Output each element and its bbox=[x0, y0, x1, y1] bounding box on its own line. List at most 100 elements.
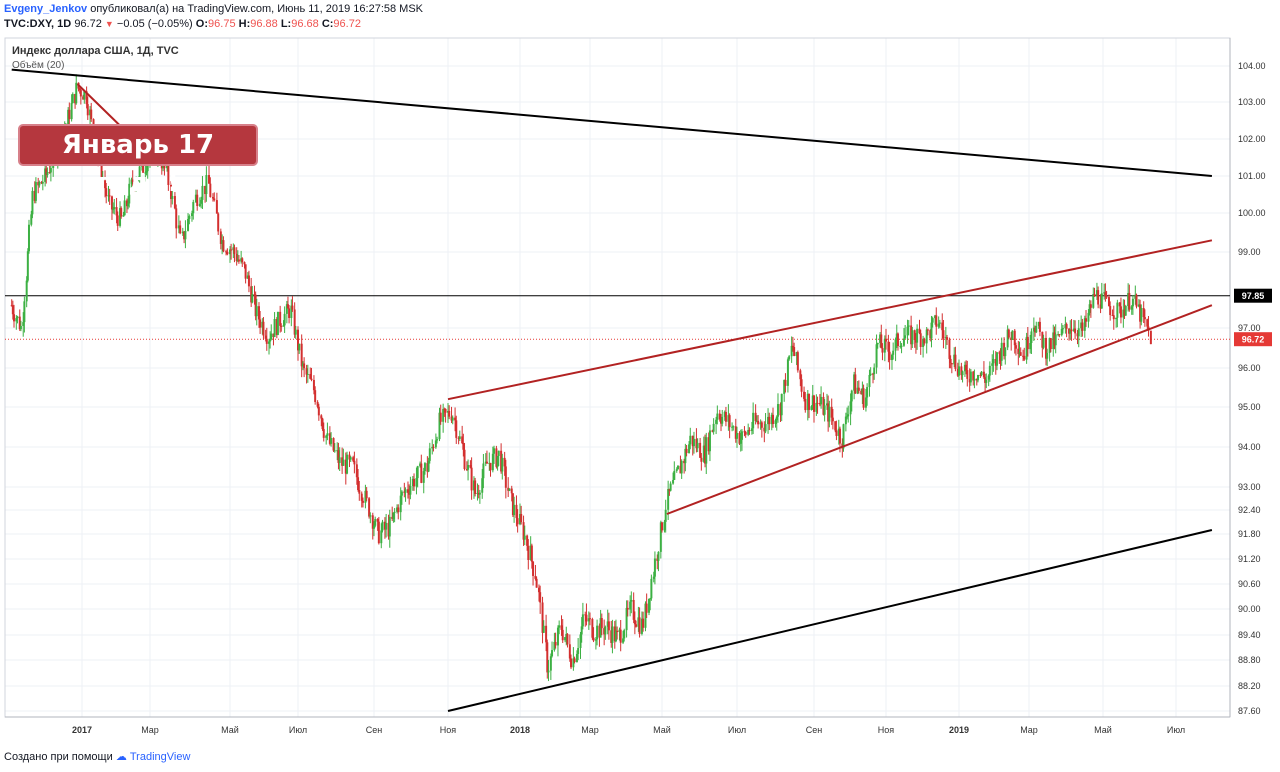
candle-body bbox=[1053, 332, 1056, 346]
candle-body bbox=[795, 352, 798, 356]
candle-body bbox=[994, 358, 997, 366]
candle-body bbox=[125, 200, 128, 207]
candle-body bbox=[1123, 309, 1126, 316]
candle-body bbox=[463, 449, 466, 469]
candle-body bbox=[171, 196, 174, 199]
candle-body bbox=[406, 489, 409, 493]
candle-body bbox=[786, 359, 789, 386]
y-tick-label: 93.00 bbox=[1238, 482, 1261, 492]
candle-body bbox=[251, 294, 254, 303]
candle-body bbox=[1080, 322, 1083, 329]
candle-body bbox=[960, 366, 963, 376]
candle-body bbox=[411, 478, 414, 487]
candle-body bbox=[346, 454, 349, 474]
candle-body bbox=[71, 94, 74, 104]
candle-body bbox=[175, 208, 178, 229]
candle-body bbox=[205, 175, 208, 195]
candle-body bbox=[561, 629, 564, 641]
candle-body bbox=[675, 469, 678, 471]
candle-body bbox=[556, 627, 559, 646]
candle-body bbox=[1004, 347, 1007, 357]
candle-body bbox=[623, 630, 626, 639]
candle-body bbox=[618, 629, 621, 633]
candle-body bbox=[89, 109, 92, 116]
candle-body bbox=[968, 378, 971, 383]
candle-body bbox=[353, 460, 356, 465]
candle-body bbox=[144, 172, 147, 174]
candle-body bbox=[221, 240, 224, 244]
candle-body bbox=[861, 388, 864, 395]
candle-body bbox=[257, 306, 260, 320]
trend-line bbox=[76, 83, 124, 129]
published-text: опубликовал(а) на TradingView.com, Июнь … bbox=[90, 3, 424, 15]
candle-body bbox=[619, 629, 622, 643]
candle-body bbox=[40, 181, 43, 184]
candle-body bbox=[768, 416, 771, 425]
candle-body bbox=[644, 603, 647, 628]
candle-body bbox=[700, 457, 703, 462]
candle-body bbox=[235, 253, 238, 262]
tradingview-icon: ☁ bbox=[115, 751, 127, 763]
candle-body bbox=[368, 498, 371, 517]
candle-body bbox=[879, 334, 882, 343]
candle-body bbox=[355, 464, 358, 478]
candle-body bbox=[341, 457, 344, 466]
candle-body bbox=[599, 618, 602, 638]
candle-body bbox=[948, 339, 951, 359]
candle-body bbox=[41, 181, 44, 184]
x-tick-label: 2018 bbox=[510, 725, 530, 735]
candle-body bbox=[811, 395, 814, 407]
candle-body bbox=[48, 171, 51, 173]
candle-body bbox=[190, 213, 193, 217]
candle-body bbox=[834, 421, 837, 431]
candle-body bbox=[704, 445, 707, 464]
candle-body bbox=[1092, 293, 1095, 308]
candle-body bbox=[283, 313, 286, 326]
author-link[interactable]: Evgeny_Jenkov bbox=[4, 3, 88, 15]
candle-body bbox=[818, 403, 821, 405]
candle-body bbox=[450, 416, 453, 421]
trend-line bbox=[447, 239, 1213, 401]
candle-body bbox=[902, 338, 905, 346]
candle-body bbox=[288, 308, 291, 318]
candle-body bbox=[991, 363, 994, 366]
price-label-last: 96.72 bbox=[1242, 335, 1265, 345]
candle-body bbox=[516, 518, 519, 525]
candle-body bbox=[305, 368, 308, 375]
candle-body bbox=[594, 639, 597, 641]
candle-body bbox=[791, 345, 794, 348]
candle-body bbox=[44, 168, 47, 182]
annotation-callout[interactable]: Январь 17 года! bbox=[18, 124, 258, 198]
candle-body bbox=[640, 618, 643, 634]
candle-body bbox=[447, 410, 449, 413]
candle-body bbox=[333, 450, 336, 452]
candle-body bbox=[793, 347, 796, 356]
candle-body bbox=[392, 512, 395, 519]
candle-body bbox=[381, 521, 384, 531]
candle-body bbox=[376, 519, 379, 522]
candle-body bbox=[739, 439, 742, 444]
candle-body bbox=[596, 625, 599, 640]
candle-body bbox=[914, 340, 917, 343]
candle-body bbox=[83, 91, 86, 100]
candle-body bbox=[286, 304, 289, 309]
change-value: −0.05 (−0.05%) bbox=[116, 18, 193, 30]
candle-body bbox=[965, 364, 968, 371]
candle-body bbox=[1127, 292, 1130, 307]
candle-body bbox=[723, 411, 726, 417]
candle-body bbox=[312, 379, 315, 391]
tradingview-link[interactable]: TradingView bbox=[129, 751, 191, 763]
candle-body bbox=[241, 258, 244, 263]
candle-body bbox=[732, 426, 735, 428]
x-tick-label: Сен bbox=[806, 725, 823, 735]
candle-body bbox=[342, 459, 345, 466]
candle-body bbox=[1142, 308, 1145, 318]
candle-body bbox=[1130, 306, 1133, 310]
candle-body bbox=[926, 329, 929, 331]
candle-body bbox=[837, 428, 840, 436]
candle-body bbox=[357, 477, 360, 491]
candle-body bbox=[444, 408, 447, 413]
candle-body bbox=[364, 490, 367, 503]
candle-body bbox=[16, 316, 19, 319]
